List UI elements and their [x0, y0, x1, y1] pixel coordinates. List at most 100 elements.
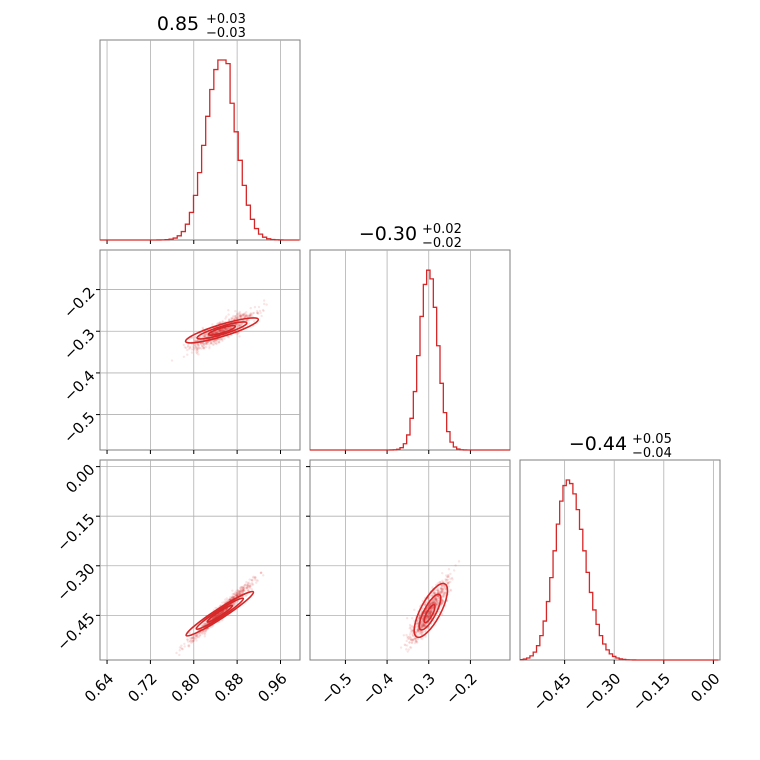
- scatter-2-1-point: [432, 591, 436, 594]
- scatter-1-0-frame: [99, 249, 301, 451]
- scatter-2-1-frame: [309, 459, 511, 661]
- scatter-1-0-contour-0: [184, 317, 260, 344]
- scatter-1-0-point: [205, 341, 208, 345]
- scatter-1-0-point: [221, 329, 224, 333]
- scatter-1-0-point: [248, 322, 251, 325]
- scatter-2-1-point: [415, 640, 418, 643]
- scatter-1-0-point: [204, 333, 207, 337]
- scatter-1-0-point: [189, 345, 192, 349]
- scatter-1-0-point: [193, 337, 196, 341]
- scatter-1-0-point: [224, 327, 227, 330]
- scatter-2-0-point: [202, 630, 205, 634]
- scatter-2-0-point: [244, 583, 247, 586]
- scatter-1-0-point: [195, 352, 199, 355]
- scatter-2-0-point: [242, 585, 245, 588]
- scatter-2-1-point: [435, 598, 438, 601]
- scatter-1-0-point: [221, 328, 224, 332]
- scatter-2-1-point: [410, 641, 414, 645]
- scatter-2-0-point: [230, 596, 233, 600]
- scatter-2-0-point: [229, 595, 232, 599]
- scatter-1-0-point: [197, 353, 200, 356]
- scatter-2-0-point: [191, 636, 195, 640]
- scatter-1-0-point: [195, 339, 199, 343]
- scatter-1-0-point: [207, 342, 211, 346]
- scatter-1-0-point: [215, 342, 218, 345]
- scatter-1-0-point: [196, 343, 199, 347]
- scatter-2-1-point: [409, 631, 412, 634]
- scatter-1-0-point: [223, 328, 226, 331]
- scatter-2-1-point: [447, 574, 450, 577]
- scatter-1-0-point: [199, 342, 202, 345]
- scatter-1-0-point: [245, 318, 249, 322]
- scatter-2-0-point: [243, 589, 246, 593]
- scatter-2-1-point: [427, 612, 430, 616]
- scatter-2-0-point: [239, 585, 243, 589]
- scatter-1-0-point: [224, 327, 227, 331]
- scatter-2-0-point: [238, 590, 241, 593]
- scatter-1-0-point: [202, 334, 206, 337]
- scatter-2-1-point: [424, 618, 428, 621]
- scatter-2-0-point: [246, 585, 250, 589]
- scatter-2-0-point: [224, 608, 227, 612]
- scatter-2-0-point: [235, 594, 238, 597]
- scatter-1-0-point: [203, 335, 207, 338]
- scatter-2-0-point: [191, 639, 194, 642]
- scatter-1-0-point: [203, 343, 206, 346]
- scatter-2-1-point: [436, 586, 439, 590]
- scatter-2-0-point: [246, 584, 250, 587]
- scatter-1-0-point: [218, 329, 222, 333]
- scatter-1-0-contour-2: [207, 324, 237, 336]
- scatter-1-0-point: [188, 346, 192, 350]
- scatter-2-1-point: [413, 641, 417, 645]
- scatter-2-0-point: [200, 624, 203, 627]
- scatter-1-0-point: [184, 346, 188, 350]
- scatter-1-0-point: [229, 326, 233, 329]
- scatter-2-1-point: [408, 635, 411, 638]
- scatter-2-0-point: [233, 595, 236, 599]
- scatter-2-0-point: [212, 616, 216, 619]
- scatter-1-0-point: [240, 322, 244, 325]
- scatter-2-0-point: [222, 610, 225, 613]
- scatter-2-1-point: [432, 606, 435, 610]
- scatter-2-0-point: [248, 585, 251, 589]
- hist-1-steps: [310, 269, 510, 451]
- scatter-1-0-point: [195, 346, 199, 349]
- scatter-2-1-point: [409, 638, 413, 642]
- scatter-2-0-point: [237, 590, 241, 593]
- scatter-2-0-point: [194, 634, 197, 637]
- scatter-2-1-point: [449, 588, 452, 592]
- scatter-2-0-point: [228, 597, 231, 601]
- scatter-2-0-point: [242, 589, 246, 592]
- scatter-2-0-point: [231, 595, 234, 598]
- scatter-1-0-point: [253, 305, 257, 309]
- scatter-1-0-point: [200, 342, 203, 345]
- scatter-1-0-point: [227, 313, 230, 316]
- scatter-1-0-point: [219, 329, 223, 332]
- scatter-2-1-point: [434, 598, 437, 602]
- scatter-2-0-point: [232, 603, 235, 606]
- scatter-1-0-point: [227, 326, 230, 330]
- scatter-1-0-point: [224, 327, 227, 331]
- scatter-2-1-point: [441, 587, 445, 590]
- scatter-1-0-point: [221, 328, 224, 332]
- scatter-2-1-point: [404, 643, 407, 647]
- scatter-2-1-point: [405, 616, 409, 620]
- scatter-2-0-point: [238, 591, 241, 594]
- scatter-2-0-point: [190, 638, 193, 642]
- scatter-2-0-point: [224, 600, 228, 603]
- scatter-2-0-point: [228, 598, 231, 601]
- scatter-2-1-point: [447, 575, 450, 579]
- scatter-2-0-point: [220, 611, 224, 614]
- scatter-1-0-point: [235, 316, 239, 320]
- scatter-2-0-point: [193, 637, 196, 640]
- scatter-1-0-point: [256, 311, 259, 315]
- scatter-2-1-point: [432, 599, 436, 603]
- scatter-2-1-point: [441, 588, 444, 591]
- scatter-2-1-point: [415, 641, 419, 644]
- scatter-2-1-point: [434, 589, 437, 592]
- scatter-2-0-contour-1: [195, 597, 245, 631]
- scatter-2-1-point: [432, 601, 435, 604]
- scatter-2-0-point: [241, 589, 245, 592]
- scatter-1-0-point: [227, 327, 230, 331]
- scatter-2-0-point: [196, 635, 199, 639]
